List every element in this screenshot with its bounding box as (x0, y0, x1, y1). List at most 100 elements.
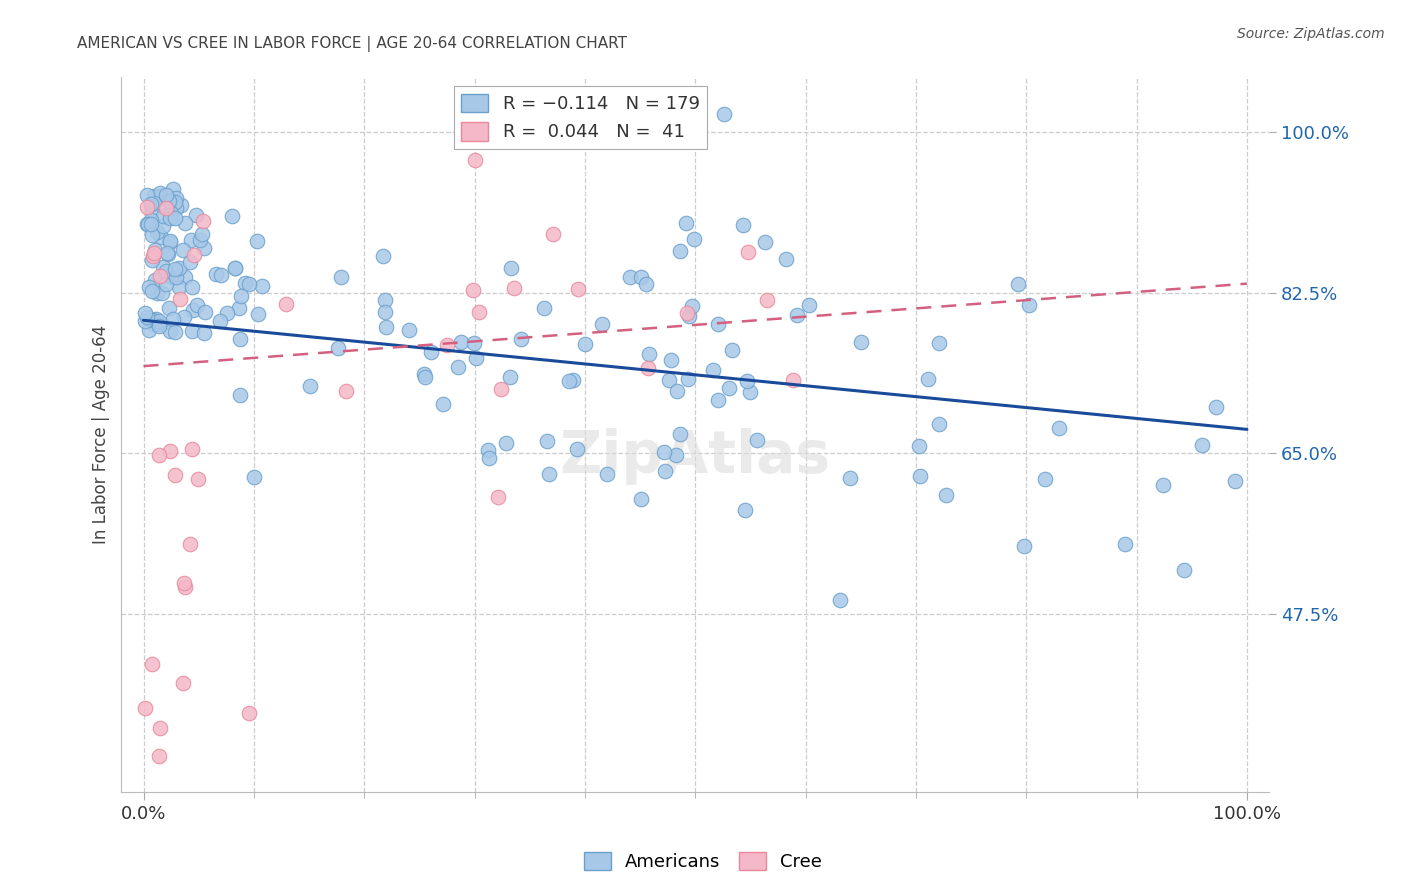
Point (567, 282, 589, 296)
Point (659, 353, 682, 368)
Point (172, 243, 194, 257)
Point (683, 232, 706, 246)
Point (169, 292, 191, 306)
Point (191, 227, 214, 241)
Point (173, 576, 195, 591)
Point (228, 301, 250, 315)
Point (917, 372, 939, 386)
Point (786, 309, 808, 323)
Point (159, 211, 181, 225)
Point (756, 293, 779, 307)
Point (630, 270, 652, 285)
Point (935, 488, 957, 502)
Point (1114, 537, 1136, 551)
Point (134, 306, 156, 320)
Point (157, 247, 180, 261)
Point (797, 298, 820, 312)
Point (775, 252, 797, 266)
Point (1007, 277, 1029, 292)
Point (221, 209, 243, 223)
Y-axis label: In Labor Force | Age 20-64: In Labor Force | Age 20-64 (93, 326, 110, 544)
Point (665, 384, 688, 398)
Point (413, 370, 436, 384)
Point (159, 324, 181, 338)
Point (737, 374, 759, 388)
Point (676, 305, 699, 319)
Point (174, 270, 197, 285)
Point (229, 332, 252, 346)
Point (238, 706, 260, 721)
Point (180, 233, 202, 247)
Point (908, 469, 931, 483)
Point (165, 262, 187, 277)
Point (149, 269, 172, 284)
Point (194, 305, 217, 319)
Point (179, 254, 201, 268)
Point (665, 448, 688, 462)
Point (229, 289, 252, 303)
Point (187, 472, 209, 486)
Point (148, 317, 170, 331)
Point (165, 190, 187, 204)
Point (148, 318, 170, 333)
Point (707, 392, 730, 407)
Point (180, 280, 202, 294)
Point (152, 260, 174, 274)
Point (501, 260, 523, 275)
Point (191, 213, 214, 227)
Point (181, 325, 204, 339)
Point (413, 367, 436, 381)
Point (142, 317, 165, 331)
Point (630, 491, 652, 506)
Legend: Americans, Cree: Americans, Cree (576, 845, 830, 879)
Point (1152, 478, 1174, 492)
Point (181, 442, 204, 456)
Point (181, 303, 204, 318)
Point (163, 211, 186, 226)
Point (246, 234, 269, 248)
Point (162, 182, 184, 196)
Point (135, 200, 157, 214)
Point (432, 396, 454, 410)
Point (374, 319, 396, 334)
Point (1223, 474, 1246, 488)
Point (186, 298, 208, 312)
Point (135, 187, 157, 202)
Point (209, 314, 232, 328)
Point (669, 427, 692, 442)
Point (173, 310, 195, 324)
Point (142, 246, 165, 260)
Point (155, 264, 177, 278)
Point (565, 442, 588, 456)
Point (536, 434, 558, 448)
Point (141, 657, 163, 671)
Point (167, 261, 190, 276)
Point (754, 235, 776, 249)
Point (558, 374, 581, 388)
Point (1173, 563, 1195, 577)
Point (928, 417, 950, 431)
Point (478, 450, 501, 465)
Point (1205, 400, 1227, 414)
Point (1047, 421, 1070, 435)
Point (183, 248, 205, 262)
Point (707, 317, 730, 331)
Point (163, 467, 186, 482)
Point (193, 326, 215, 340)
Point (373, 293, 395, 307)
Point (141, 228, 163, 243)
Point (503, 281, 526, 295)
Point (204, 267, 226, 281)
Point (136, 217, 159, 231)
Point (148, 314, 170, 328)
Point (654, 464, 676, 478)
Point (678, 310, 700, 324)
Point (276, 297, 298, 311)
Point (149, 189, 172, 203)
Point (193, 241, 215, 255)
Point (718, 382, 741, 396)
Point (139, 217, 162, 231)
Point (138, 280, 160, 294)
Point (669, 244, 692, 259)
Point (652, 445, 675, 459)
